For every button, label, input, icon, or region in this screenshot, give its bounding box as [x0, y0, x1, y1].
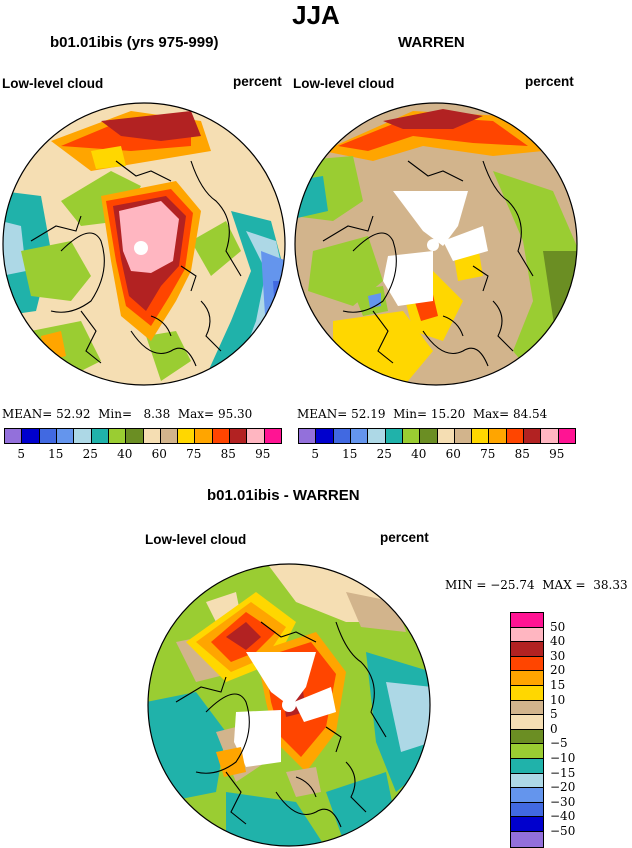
colorbar-tick-label: 0	[550, 721, 558, 736]
colorbar-tick-label: 5	[311, 447, 320, 461]
colorbar-swatch	[511, 817, 543, 832]
colorbar-tick-label: 15	[550, 678, 566, 692]
colorbar-swatch	[511, 744, 543, 759]
polar-map-model	[2, 102, 286, 386]
colorbar-swatch	[195, 429, 213, 443]
colorbar-tick-label: 85	[220, 447, 236, 461]
colorbar-panel-2	[298, 428, 576, 444]
colorbar-swatch	[437, 429, 455, 443]
colorbar-swatch	[350, 429, 369, 443]
panel-2-stats: MEAN= 52.19 Min= 15.20 Max= 84.54	[297, 407, 548, 421]
panel-1-variable-label: Low-level cloud	[2, 76, 104, 91]
colorbar-swatch	[22, 429, 40, 443]
colorbar-swatch	[511, 627, 543, 643]
colorbar-swatch	[524, 429, 542, 443]
colorbar-swatch	[511, 758, 543, 774]
panel-1-units-label: percent	[233, 74, 282, 89]
colorbar-swatch	[506, 429, 525, 443]
colorbar-swatch	[472, 429, 490, 443]
colorbar-tick-label: −50	[550, 824, 576, 838]
colorbar-swatch	[264, 429, 281, 443]
colorbar-tick-label: −15	[550, 765, 576, 780]
colorbar-swatch	[160, 429, 179, 443]
colorbar-tick-label: −5	[550, 736, 568, 751]
colorbar-panel-1	[4, 428, 282, 444]
colorbar-tick-label: 60	[151, 447, 167, 461]
colorbar-swatch	[558, 429, 575, 443]
colorbar-swatch	[511, 685, 543, 701]
colorbar-tick-label: 10	[550, 692, 566, 707]
colorbar-swatch	[385, 429, 403, 443]
colorbar-swatch	[368, 429, 386, 443]
colorbar-swatch	[454, 429, 473, 443]
panel-1-title: b01.01ibis (yrs 975-999)	[50, 34, 219, 51]
colorbar-swatch	[511, 642, 543, 657]
colorbar-swatch	[511, 788, 543, 803]
colorbar-swatch	[56, 429, 75, 443]
colorbar-tick-label: 40	[117, 447, 133, 461]
colorbar-tick-label: −10	[550, 751, 576, 765]
colorbar-swatch	[247, 429, 265, 443]
colorbar-swatch	[108, 429, 127, 443]
colorbar-tick-label: 75	[480, 447, 496, 461]
colorbar-swatch	[489, 429, 507, 443]
colorbar-swatch	[316, 429, 334, 443]
colorbar-tick-label: 25	[376, 447, 392, 461]
colorbar-tick-label: 75	[186, 447, 202, 461]
panel-2-units-label: percent	[525, 74, 574, 89]
colorbar-difference	[510, 612, 544, 848]
colorbar-tick-label: 15	[342, 447, 358, 461]
panel-3-variable-label: Low-level cloud	[145, 532, 247, 547]
polar-map-difference	[147, 563, 431, 847]
colorbar-swatch	[511, 831, 543, 847]
colorbar-swatch	[126, 429, 144, 443]
colorbar-swatch	[212, 429, 231, 443]
colorbar-swatch	[511, 613, 543, 628]
colorbar-swatch	[420, 429, 438, 443]
colorbar-swatch	[178, 429, 196, 443]
colorbar-tick-label: 60	[445, 447, 461, 461]
polar-map-warren	[294, 102, 578, 386]
colorbar-swatch	[511, 802, 543, 818]
colorbar-swatch	[333, 429, 351, 443]
panel-3-min-max: MIN = −25.74 MAX = 38.33	[445, 578, 628, 592]
colorbar-swatch	[5, 429, 23, 443]
colorbar-tick-label: 15	[48, 447, 64, 461]
colorbar-swatch	[511, 773, 543, 789]
panel-2-title: WARREN	[398, 34, 465, 51]
colorbar-swatch	[143, 429, 161, 443]
colorbar-swatch	[299, 429, 317, 443]
colorbar-swatch	[511, 700, 543, 716]
panel-1-stats: MEAN= 52.92 Min= 8.38 Max= 95.30	[2, 407, 253, 421]
colorbar-swatch	[74, 429, 92, 443]
colorbar-tick-label: 95	[255, 447, 271, 461]
colorbar-tick-label: 30	[550, 648, 566, 663]
colorbar-tick-label: 40	[550, 634, 566, 649]
colorbar-swatch	[511, 671, 543, 686]
colorbar-swatch	[511, 656, 543, 672]
panel-2-variable-label: Low-level cloud	[293, 76, 395, 91]
colorbar-tick-label: 5	[17, 447, 26, 461]
colorbar-tick-label: 50	[550, 619, 566, 634]
colorbar-swatch	[541, 429, 559, 443]
main-title: JJA	[292, 0, 340, 30]
colorbar-swatch	[402, 429, 421, 443]
colorbar-tick-label: 25	[82, 447, 98, 461]
colorbar-swatch	[39, 429, 57, 443]
colorbar-swatch	[91, 429, 109, 443]
colorbar-swatch	[511, 729, 543, 745]
panel-3-title: b01.01ibis - WARREN	[207, 487, 360, 504]
colorbar-tick-label: −20	[550, 780, 576, 795]
colorbar-tick-label: −40	[550, 809, 576, 824]
panel-3-units-label: percent	[380, 530, 429, 545]
colorbar-swatch	[511, 715, 543, 730]
colorbar-tick-label: 85	[514, 447, 530, 461]
colorbar-tick-label: 5	[550, 707, 558, 722]
colorbar-tick-label: 20	[550, 663, 566, 678]
colorbar-tick-label: −30	[550, 794, 576, 809]
colorbar-tick-label: 40	[411, 447, 427, 461]
colorbar-tick-label: 95	[549, 447, 565, 461]
colorbar-swatch	[230, 429, 248, 443]
